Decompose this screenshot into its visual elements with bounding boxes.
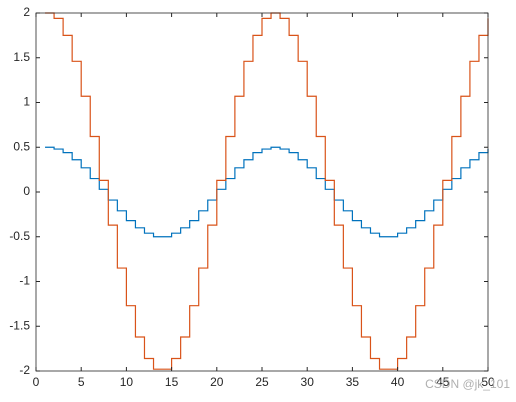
y-tick-label: 1: [23, 95, 30, 109]
x-tick-label: 50: [481, 375, 495, 389]
y-tick-label: 0: [23, 184, 30, 198]
x-tick-label: 10: [120, 375, 134, 389]
y-tick-label: 1.5: [13, 50, 30, 64]
x-tick-label: 0: [33, 375, 40, 389]
x-tick-label: 20: [210, 375, 224, 389]
series-line: [45, 12, 489, 370]
x-tick-label: 15: [165, 375, 179, 389]
x-tick-label: 5: [78, 375, 85, 389]
series-line: [45, 146, 489, 238]
y-tick-label: -1: [19, 274, 30, 288]
y-tick-label: 2: [23, 5, 30, 19]
watermark: CSDN @jk_101: [425, 377, 510, 391]
y-tick-label: -1.5: [9, 318, 30, 332]
y-tick-label: -2: [19, 363, 30, 377]
y-tick-label: 0.5: [13, 139, 30, 153]
plot-area: [36, 13, 488, 371]
y-tick-label: -0.5: [9, 229, 30, 243]
x-tick-label: 45: [436, 375, 450, 389]
x-tick-label: 35: [346, 375, 360, 389]
x-tick-label: 40: [391, 375, 405, 389]
x-tick-label: 30: [301, 375, 315, 389]
x-tick-label: 25: [255, 375, 269, 389]
